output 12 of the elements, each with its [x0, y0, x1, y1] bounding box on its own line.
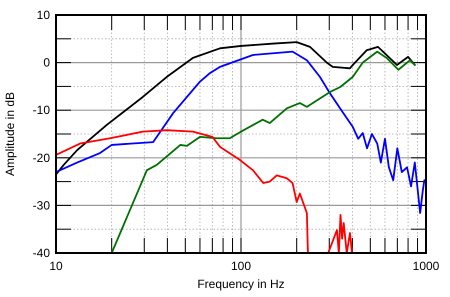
- y-axis-title: Amplitude in dB: [3, 92, 17, 176]
- x-axis-title: Frequency in Hz: [197, 277, 285, 291]
- line-series: [327, 214, 353, 254]
- y-tick-label: 0: [43, 56, 50, 70]
- x-tick-label: 10: [49, 259, 63, 273]
- y-tick-label: -40: [32, 246, 50, 260]
- x-tick-label: 1000: [412, 259, 440, 273]
- x-tick-label: 100: [230, 259, 252, 273]
- y-tick-label: 10: [36, 8, 50, 22]
- y-tick-label: -20: [32, 150, 50, 165]
- y-tick-label: -10: [32, 103, 50, 118]
- y-tick-label: -30: [32, 198, 50, 212]
